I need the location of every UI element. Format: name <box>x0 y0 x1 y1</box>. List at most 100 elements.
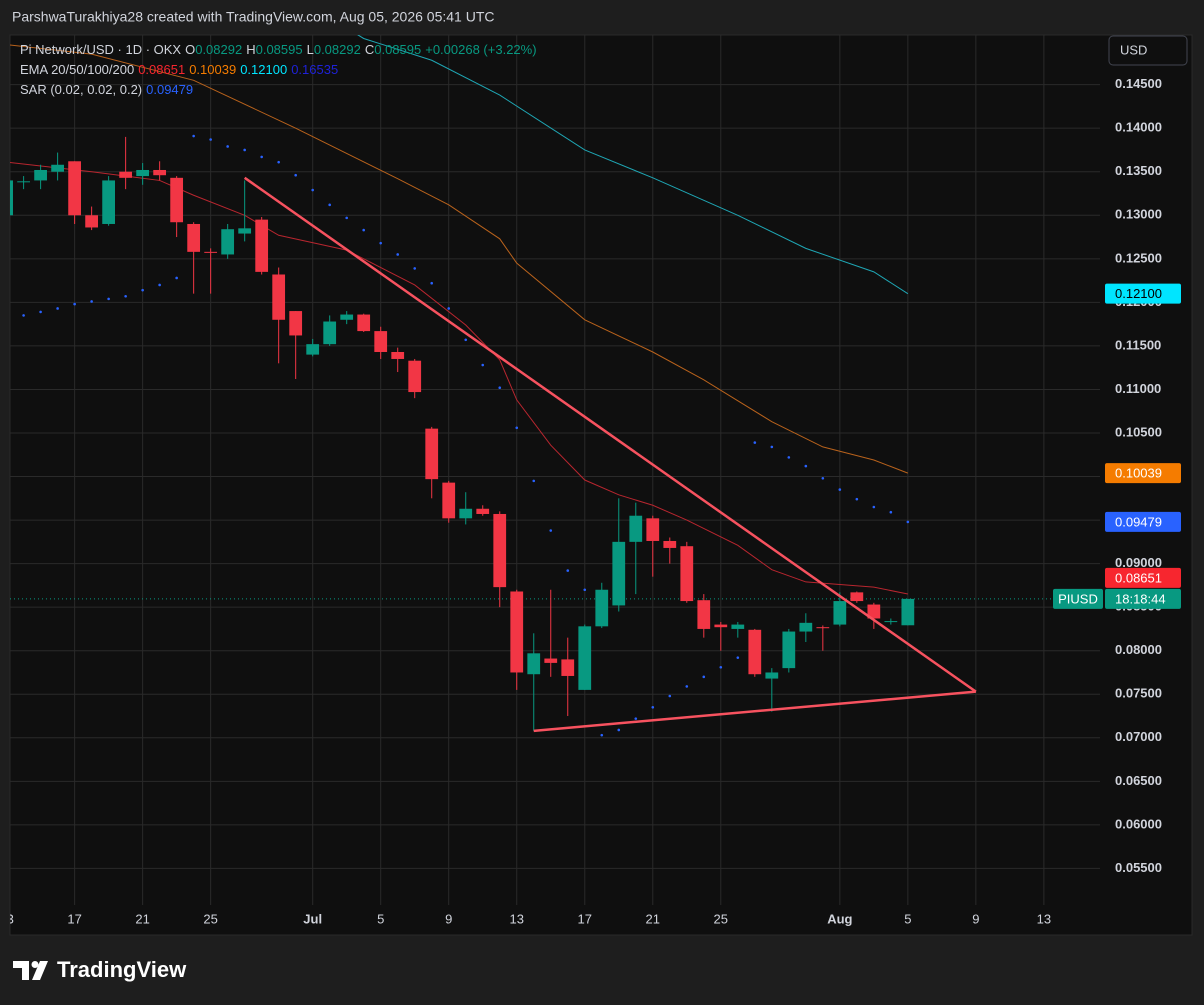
candle-body <box>561 659 575 676</box>
candle-body <box>323 321 337 345</box>
candle-body <box>374 331 388 352</box>
sar-dot <box>549 529 553 532</box>
sar-dot <box>379 241 383 245</box>
currency-label[interactable]: USD <box>1120 42 1147 57</box>
price-tag-label: 0.09479 <box>1115 514 1162 529</box>
symbol-tag <box>1053 588 1103 609</box>
indicator-value: 0.16535 <box>291 62 339 77</box>
grid <box>10 35 1100 905</box>
y-tick-label: 0.11500 <box>1115 337 1161 352</box>
candle-body <box>10 180 13 216</box>
x-tick-label: 13 <box>0 911 14 926</box>
candle-body <box>578 626 592 690</box>
sar-dot <box>107 297 110 301</box>
logo-slash <box>32 961 48 980</box>
candle-body <box>68 161 81 216</box>
indicator-value: 0.09479 <box>146 82 194 97</box>
candle-body <box>629 515 643 542</box>
sar-dot <box>277 160 280 164</box>
candle-body <box>612 541 626 606</box>
sar-dot <box>311 188 314 192</box>
logo-dot <box>31 961 39 968</box>
sar-dot <box>141 288 144 292</box>
y-tick-label: 0.11000 <box>1115 381 1161 396</box>
candle-body <box>510 591 524 673</box>
sar-dot <box>600 733 604 737</box>
sar-dot <box>396 253 400 256</box>
currency-button[interactable]: USD <box>1108 35 1188 66</box>
candle-body <box>221 229 235 255</box>
price-tag <box>1105 567 1181 588</box>
candle-body <box>544 658 558 663</box>
candle-body <box>476 508 490 514</box>
price-tag-label: 0.08651 <box>1115 570 1162 585</box>
candle-body <box>595 589 609 627</box>
sar-dot <box>651 706 655 709</box>
sar-dot <box>430 281 434 285</box>
sar-dot <box>821 476 825 480</box>
currency-button-frame[interactable] <box>1108 35 1188 66</box>
y-tick-label: 0.06000 <box>1115 816 1162 831</box>
candle-body <box>17 181 30 183</box>
candle-body <box>901 598 915 626</box>
x-tick-label: Jul <box>303 911 322 926</box>
y-tick-label: 0.13000 <box>1115 207 1162 222</box>
trendline <box>243 176 977 693</box>
candle-body <box>833 601 847 625</box>
price-tag <box>1105 588 1181 609</box>
y-tick-label: 0.06500 <box>1115 773 1162 788</box>
sar-dot <box>464 338 468 342</box>
candle-body <box>816 627 830 629</box>
candle-body <box>119 171 133 178</box>
candle-body <box>459 508 473 519</box>
sar-dot <box>158 283 161 287</box>
sar-dot <box>192 134 195 138</box>
ohlc-value: 0.08292 <box>195 42 243 57</box>
x-tick-label: 5 <box>904 911 911 926</box>
ema-line <box>357 35 909 295</box>
candle-body <box>391 351 405 359</box>
sar-dot <box>39 310 42 314</box>
y-tick-label: 0.13500 <box>1115 163 1162 178</box>
sar-dot <box>872 505 876 509</box>
sar-dot <box>226 145 229 148</box>
candle-body <box>187 223 201 252</box>
candle-body <box>425 428 439 480</box>
candle-body <box>527 653 541 675</box>
candle-body <box>204 251 218 253</box>
candle-body <box>272 274 286 320</box>
candle-body <box>646 518 660 541</box>
y-tick-label: 0.14500 <box>1115 76 1162 91</box>
x-tick-label: 13 <box>1037 911 1051 926</box>
y-tick-label: 0.14000 <box>1115 120 1162 135</box>
legend: Pi Network/USD · 1D · OKX O0.08292 H0.0859… <box>20 40 541 100</box>
price-tag-label: 18:18:44 <box>1115 591 1166 606</box>
indicator-value: 0.10039 <box>189 62 237 77</box>
ohlc-letter: L <box>306 42 314 57</box>
price-axis: 0.05500 0.06000 0.06500 0.07000 0.07500 0.080… <box>1115 76 1162 875</box>
sar-dot <box>736 656 740 659</box>
sar-dot <box>413 267 417 270</box>
sar-dot <box>345 216 348 220</box>
y-tick-label: 0.07500 <box>1115 686 1162 701</box>
indicator-name: SAR (0.02, 0.02, 0.2) <box>20 82 143 97</box>
sar-dot <box>498 386 502 390</box>
trendline <box>533 690 976 733</box>
sar-dot <box>702 675 706 679</box>
candle-body <box>340 314 354 320</box>
indicator-value: 0.12100 <box>240 62 288 77</box>
candle-body <box>306 344 320 355</box>
plot-area <box>10 35 1100 737</box>
ohlc-letter: C <box>364 42 375 57</box>
ohlc-letter: H <box>246 42 256 57</box>
x-tick-label: 13 <box>510 911 524 926</box>
sar-dot <box>685 685 689 688</box>
x-tick-label: 21 <box>135 911 149 926</box>
header: ParshwaTurakhiya28 created with TradingV… <box>12 9 495 25</box>
sar-dot <box>22 314 25 317</box>
sar-dot <box>787 456 791 459</box>
y-tick-label: 0.10500 <box>1115 424 1162 439</box>
price-tag <box>1105 283 1181 304</box>
sar-dot <box>447 307 451 310</box>
